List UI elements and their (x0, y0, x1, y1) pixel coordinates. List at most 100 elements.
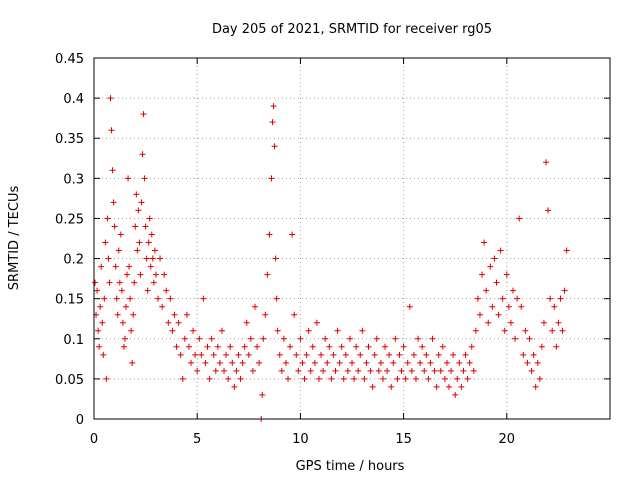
data-point (116, 279, 123, 286)
data-point (198, 351, 205, 358)
data-point (561, 287, 568, 294)
data-point (338, 343, 345, 350)
data-point (468, 343, 475, 350)
data-point (98, 263, 105, 270)
data-point (237, 375, 244, 382)
data-point (249, 367, 256, 374)
data-point (112, 263, 119, 270)
data-point (100, 351, 107, 358)
x-tick-label: 15 (395, 432, 412, 447)
data-point (559, 327, 566, 334)
data-point (522, 327, 529, 334)
data-point (139, 151, 146, 158)
data-point (192, 351, 199, 358)
data-point (417, 359, 424, 366)
data-point (324, 359, 331, 366)
data-point (133, 191, 140, 198)
data-point (146, 215, 153, 222)
data-point (520, 351, 527, 358)
data-point (305, 327, 312, 334)
data-point (235, 351, 242, 358)
data-point (202, 359, 209, 366)
data-point (120, 343, 127, 350)
data-point (129, 359, 136, 366)
data-point (122, 303, 129, 310)
data-point (102, 239, 109, 246)
data-point (125, 175, 132, 182)
data-point (425, 375, 432, 382)
data-point (543, 159, 550, 166)
data-point (274, 327, 281, 334)
grid (94, 58, 610, 419)
data-point (295, 367, 302, 374)
data-point (497, 247, 504, 254)
data-point (289, 231, 296, 238)
data-point (96, 343, 103, 350)
data-point (97, 303, 104, 310)
data-point (427, 359, 434, 366)
data-point (138, 199, 145, 206)
data-point (280, 335, 287, 342)
data-point (135, 207, 142, 214)
data-point (264, 271, 271, 278)
data-point (410, 351, 417, 358)
data-point (530, 351, 537, 358)
data-point (229, 359, 236, 366)
data-point (159, 303, 166, 310)
data-point (379, 375, 386, 382)
data-point (408, 367, 415, 374)
data-point (115, 247, 122, 254)
data-point (206, 375, 213, 382)
data-point (144, 287, 151, 294)
data-point (555, 319, 562, 326)
data-point (167, 295, 174, 302)
data-point (464, 375, 471, 382)
data-point (534, 359, 541, 366)
data-point (149, 255, 156, 262)
data-point (419, 343, 426, 350)
data-point (130, 311, 137, 318)
data-point (243, 319, 250, 326)
data-point (431, 367, 438, 374)
data-point (293, 351, 300, 358)
plot-frame (93, 57, 611, 420)
data-point (161, 271, 168, 278)
data-point (132, 223, 139, 230)
data-point (188, 359, 195, 366)
data-point (536, 375, 543, 382)
data-point (127, 295, 134, 302)
data-point (163, 287, 170, 294)
x-tick-label: 5 (193, 432, 201, 447)
data-point (200, 295, 207, 302)
data-point (152, 271, 159, 278)
data-point (221, 367, 228, 374)
data-point (117, 231, 124, 238)
data-point (342, 351, 349, 358)
data-point (505, 303, 512, 310)
data-point (311, 359, 318, 366)
data-point (285, 375, 292, 382)
data-point (140, 111, 147, 118)
y-tick-label: 0.1 (63, 333, 84, 348)
data-point (297, 335, 304, 342)
data-point (386, 351, 393, 358)
data-point (271, 143, 278, 150)
y-tick-label: 0.3 (63, 172, 84, 187)
data-point (483, 287, 490, 294)
data-point (118, 287, 125, 294)
data-point (181, 335, 188, 342)
data-point (439, 343, 446, 350)
data-point (185, 343, 192, 350)
data-point (151, 247, 158, 254)
data-point (260, 335, 267, 342)
data-point (126, 263, 133, 270)
data-point (466, 359, 473, 366)
data-point (143, 255, 150, 262)
data-point (241, 343, 248, 350)
data-point (423, 351, 430, 358)
data-point (301, 375, 308, 382)
y-axis: 0 0.05 0.1 0.15 0.2 0.25 0.3 0.35 0.4 0.45 (55, 52, 610, 428)
data-point (495, 311, 502, 318)
data-point (349, 359, 355, 366)
